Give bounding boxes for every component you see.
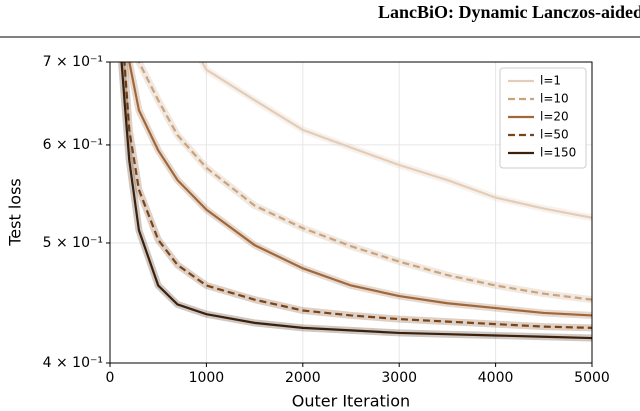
series-line bbox=[137, 62, 592, 301]
legend: l=1 l=10 l=20 l=50 l=150 bbox=[499, 67, 587, 169]
x-tick-label: 2000 bbox=[285, 370, 321, 386]
y-tick-label: 5 × 10⁻¹ bbox=[43, 235, 103, 251]
plot-frame bbox=[109, 61, 593, 364]
series-line bbox=[200, 62, 592, 219]
y-tick-label: 6 × 10⁻¹ bbox=[43, 137, 103, 153]
legend-label: l=1 bbox=[540, 74, 561, 88]
series-line bbox=[128, 62, 592, 317]
x-axis-label: Outer Iteration bbox=[292, 392, 410, 411]
series-line bbox=[120, 62, 592, 340]
legend-box bbox=[499, 67, 587, 169]
x-tick-label: 0 bbox=[106, 370, 115, 386]
series-line bbox=[123, 62, 592, 329]
x-tick-label: 5000 bbox=[574, 370, 610, 386]
legend-label: l=10 bbox=[540, 92, 569, 106]
legend-label: l=20 bbox=[540, 110, 569, 124]
plot-lines bbox=[118, 62, 592, 342]
y-tick-label: 7 × 10⁻¹ bbox=[43, 54, 103, 70]
x-tick-label: 1000 bbox=[189, 370, 225, 386]
axes: 0 1000 2000 3000 4000 5000 4 × 10⁻¹ 5 × 10⁻¹ 6 ×… bbox=[43, 54, 610, 386]
x-tick-label: 4000 bbox=[478, 370, 514, 386]
y-tick-label: 4 × 10⁻¹ bbox=[43, 355, 103, 371]
legend-label: l=150 bbox=[540, 146, 576, 160]
y-axis-label: Test loss bbox=[6, 178, 25, 247]
x-tick-label: 3000 bbox=[381, 370, 417, 386]
legend-label: l=50 bbox=[540, 128, 569, 142]
header-title: LancBiO: Dynamic Lanczos-aided Bi bbox=[378, 2, 640, 22]
